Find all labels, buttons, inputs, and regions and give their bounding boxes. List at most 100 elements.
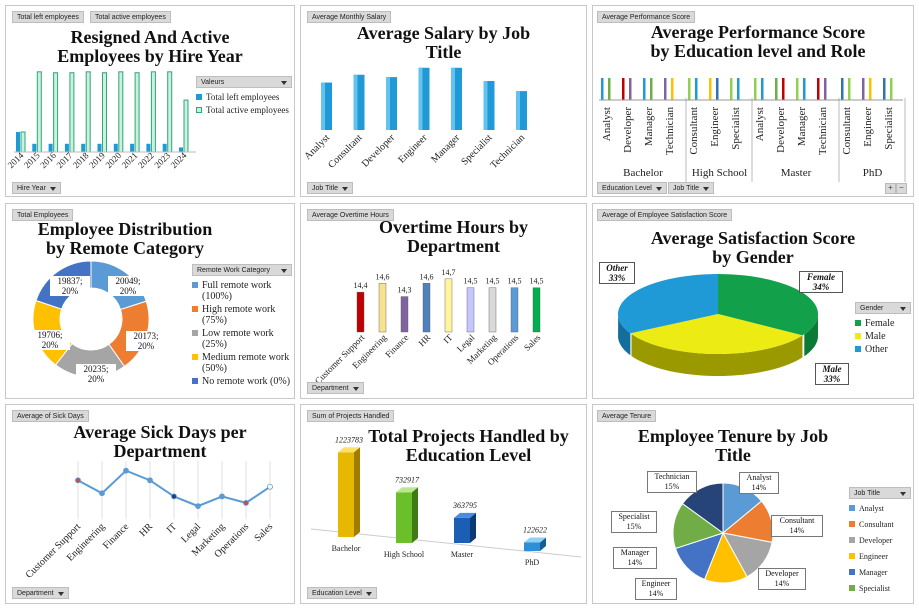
bar-high-school-engineer — [716, 78, 719, 100]
title-line-2: by Gender — [712, 246, 794, 267]
tick-label: IT — [165, 521, 179, 535]
data-label: 20235; 20% — [76, 364, 116, 384]
data-point — [267, 483, 273, 490]
data-label: 19706; 20% — [30, 330, 70, 350]
collapse-button[interactable]: − — [896, 183, 907, 194]
legend: Gender Female Male Other — [855, 302, 911, 357]
panel-tenure: Average Tenure Employee Tenure by Job Tit… — [592, 404, 914, 604]
bar-side — [540, 537, 546, 551]
title-line-2: by Remote Category — [46, 237, 204, 258]
tag-avg-overtime[interactable]: Average Overtime Hours — [307, 209, 394, 221]
bar-master-developer — [775, 78, 778, 100]
education-level-filter[interactable]: Education Level — [307, 587, 377, 599]
job-title-filter[interactable]: Job Title — [307, 182, 354, 194]
tick-label: Analyst — [302, 132, 332, 162]
tick-label: Finance — [383, 332, 410, 359]
tag-avg-performance[interactable]: Average Performance Score — [597, 11, 696, 23]
bar-active-2022 — [150, 71, 156, 153]
bar-high-school-specialist — [737, 78, 740, 100]
data-label: 14,3 — [398, 286, 412, 295]
job-title-filter[interactable]: Job Title — [668, 182, 715, 194]
legend-header[interactable]: Job Title — [849, 487, 911, 499]
tick-label: Consultant — [841, 107, 853, 155]
tag-total-left[interactable]: Total left employees — [12, 11, 84, 23]
bar-bachelor-developer — [629, 78, 632, 100]
data-label: Male 33% — [815, 363, 849, 385]
title-line-2: Education Level — [405, 444, 532, 465]
tick-label: 2022 — [136, 150, 156, 170]
bar-front-high-school — [396, 492, 412, 543]
legend: Job Title Analyst Consultant Developer E… — [849, 487, 911, 599]
department-filter[interactable]: Department — [307, 382, 364, 394]
bar-left-2024 — [179, 147, 183, 152]
slice-side-female — [804, 313, 818, 357]
legend-header[interactable]: Gender — [855, 302, 911, 314]
data-point — [219, 493, 225, 500]
bar-bachelor-analyst — [601, 78, 604, 100]
bar-manager — [451, 67, 462, 130]
satisfaction-pie-chart — [618, 274, 818, 376]
chart-title: Average Sick Days per Department — [6, 423, 294, 461]
tag-avg-satisfaction[interactable]: Average of Employee Satisfaction Score — [597, 209, 733, 221]
bar-analyst — [321, 82, 332, 130]
legend-item: Low remote work (25%) — [192, 328, 292, 350]
legend-label: Full remote work (100%) — [202, 280, 272, 302]
tag-sum-projects[interactable]: Sum of Projects Handled — [307, 410, 395, 422]
bar-phd-engineer — [869, 78, 872, 100]
bar-active-2021 — [134, 72, 140, 153]
data-label: 14,5 — [486, 277, 500, 286]
tick-label: Developer — [622, 107, 634, 153]
tick-label: Master — [451, 550, 474, 559]
tag-total-employees[interactable]: Total Employees — [12, 209, 74, 221]
bar-active-2015 — [36, 71, 42, 153]
legend-header[interactable]: Remote Work Category — [192, 264, 292, 276]
legend-item: Other — [855, 344, 911, 355]
bar-bachelor-analyst — [608, 78, 611, 100]
data-label: 14,5 — [508, 277, 522, 286]
legend-swatch — [855, 333, 861, 339]
projects-3d-bar-chart: 1223783 Bachelor 732917 High School 363795 Ma… — [310, 435, 582, 567]
bar-master-analyst — [761, 78, 764, 100]
legend-swatch — [192, 306, 198, 312]
bar-high-school-specialist — [730, 78, 733, 100]
tag-total-active[interactable]: Total active employees — [90, 11, 171, 23]
bar-active-2020 — [118, 71, 124, 153]
legend-swatch — [196, 94, 202, 100]
bar-active-2019 — [102, 72, 107, 153]
legend: Valeurs Total left employees Total activ… — [196, 76, 292, 118]
data-label: Other 33% — [599, 262, 635, 284]
department-filter[interactable]: Department — [12, 587, 69, 599]
bar-master-manager — [796, 78, 799, 100]
education-level-filter[interactable]: Education Level — [597, 182, 667, 194]
hire-year-filter[interactable]: Hire Year — [12, 182, 61, 194]
legend-label: Female — [865, 318, 895, 329]
legend-swatch — [192, 330, 198, 336]
panel-satisfaction: Average of Employee Satisfaction Score A… — [592, 203, 914, 399]
tick-label: Finance — [101, 521, 132, 552]
bar-high-school-consultant — [695, 78, 698, 100]
group-label: PhD — [863, 167, 883, 179]
expand-button[interactable]: + — [885, 183, 896, 194]
data-label: 732917 — [395, 475, 420, 484]
legend-label: Engineer — [859, 552, 888, 561]
data-label: Developer 14% — [758, 568, 806, 590]
tag-avg-salary[interactable]: Average Monthly Salary — [307, 11, 392, 23]
title-line-2: Title — [425, 41, 462, 62]
tick-label: Sales — [252, 521, 275, 544]
tick-label: Engineer — [862, 107, 874, 147]
tag-avg-tenure[interactable]: Average Tenure — [597, 410, 657, 422]
bar-phd-consultant — [841, 78, 844, 100]
data-label: Engineer 14% — [635, 578, 677, 600]
title-line-1: Average Salary by Job — [356, 23, 531, 43]
legend-label: High remote work (75%) — [202, 304, 276, 326]
data-point — [171, 493, 177, 500]
data-label: 122622 — [523, 526, 547, 535]
tag-avg-sick-days[interactable]: Average of Sick Days — [12, 410, 89, 422]
panel-projects: Sum of Projects Handled Total Projects H… — [300, 404, 587, 604]
title-line-1: Average Performance Score — [650, 22, 866, 42]
legend-swatch — [855, 346, 861, 352]
legend-header[interactable]: Valeurs — [196, 76, 292, 88]
